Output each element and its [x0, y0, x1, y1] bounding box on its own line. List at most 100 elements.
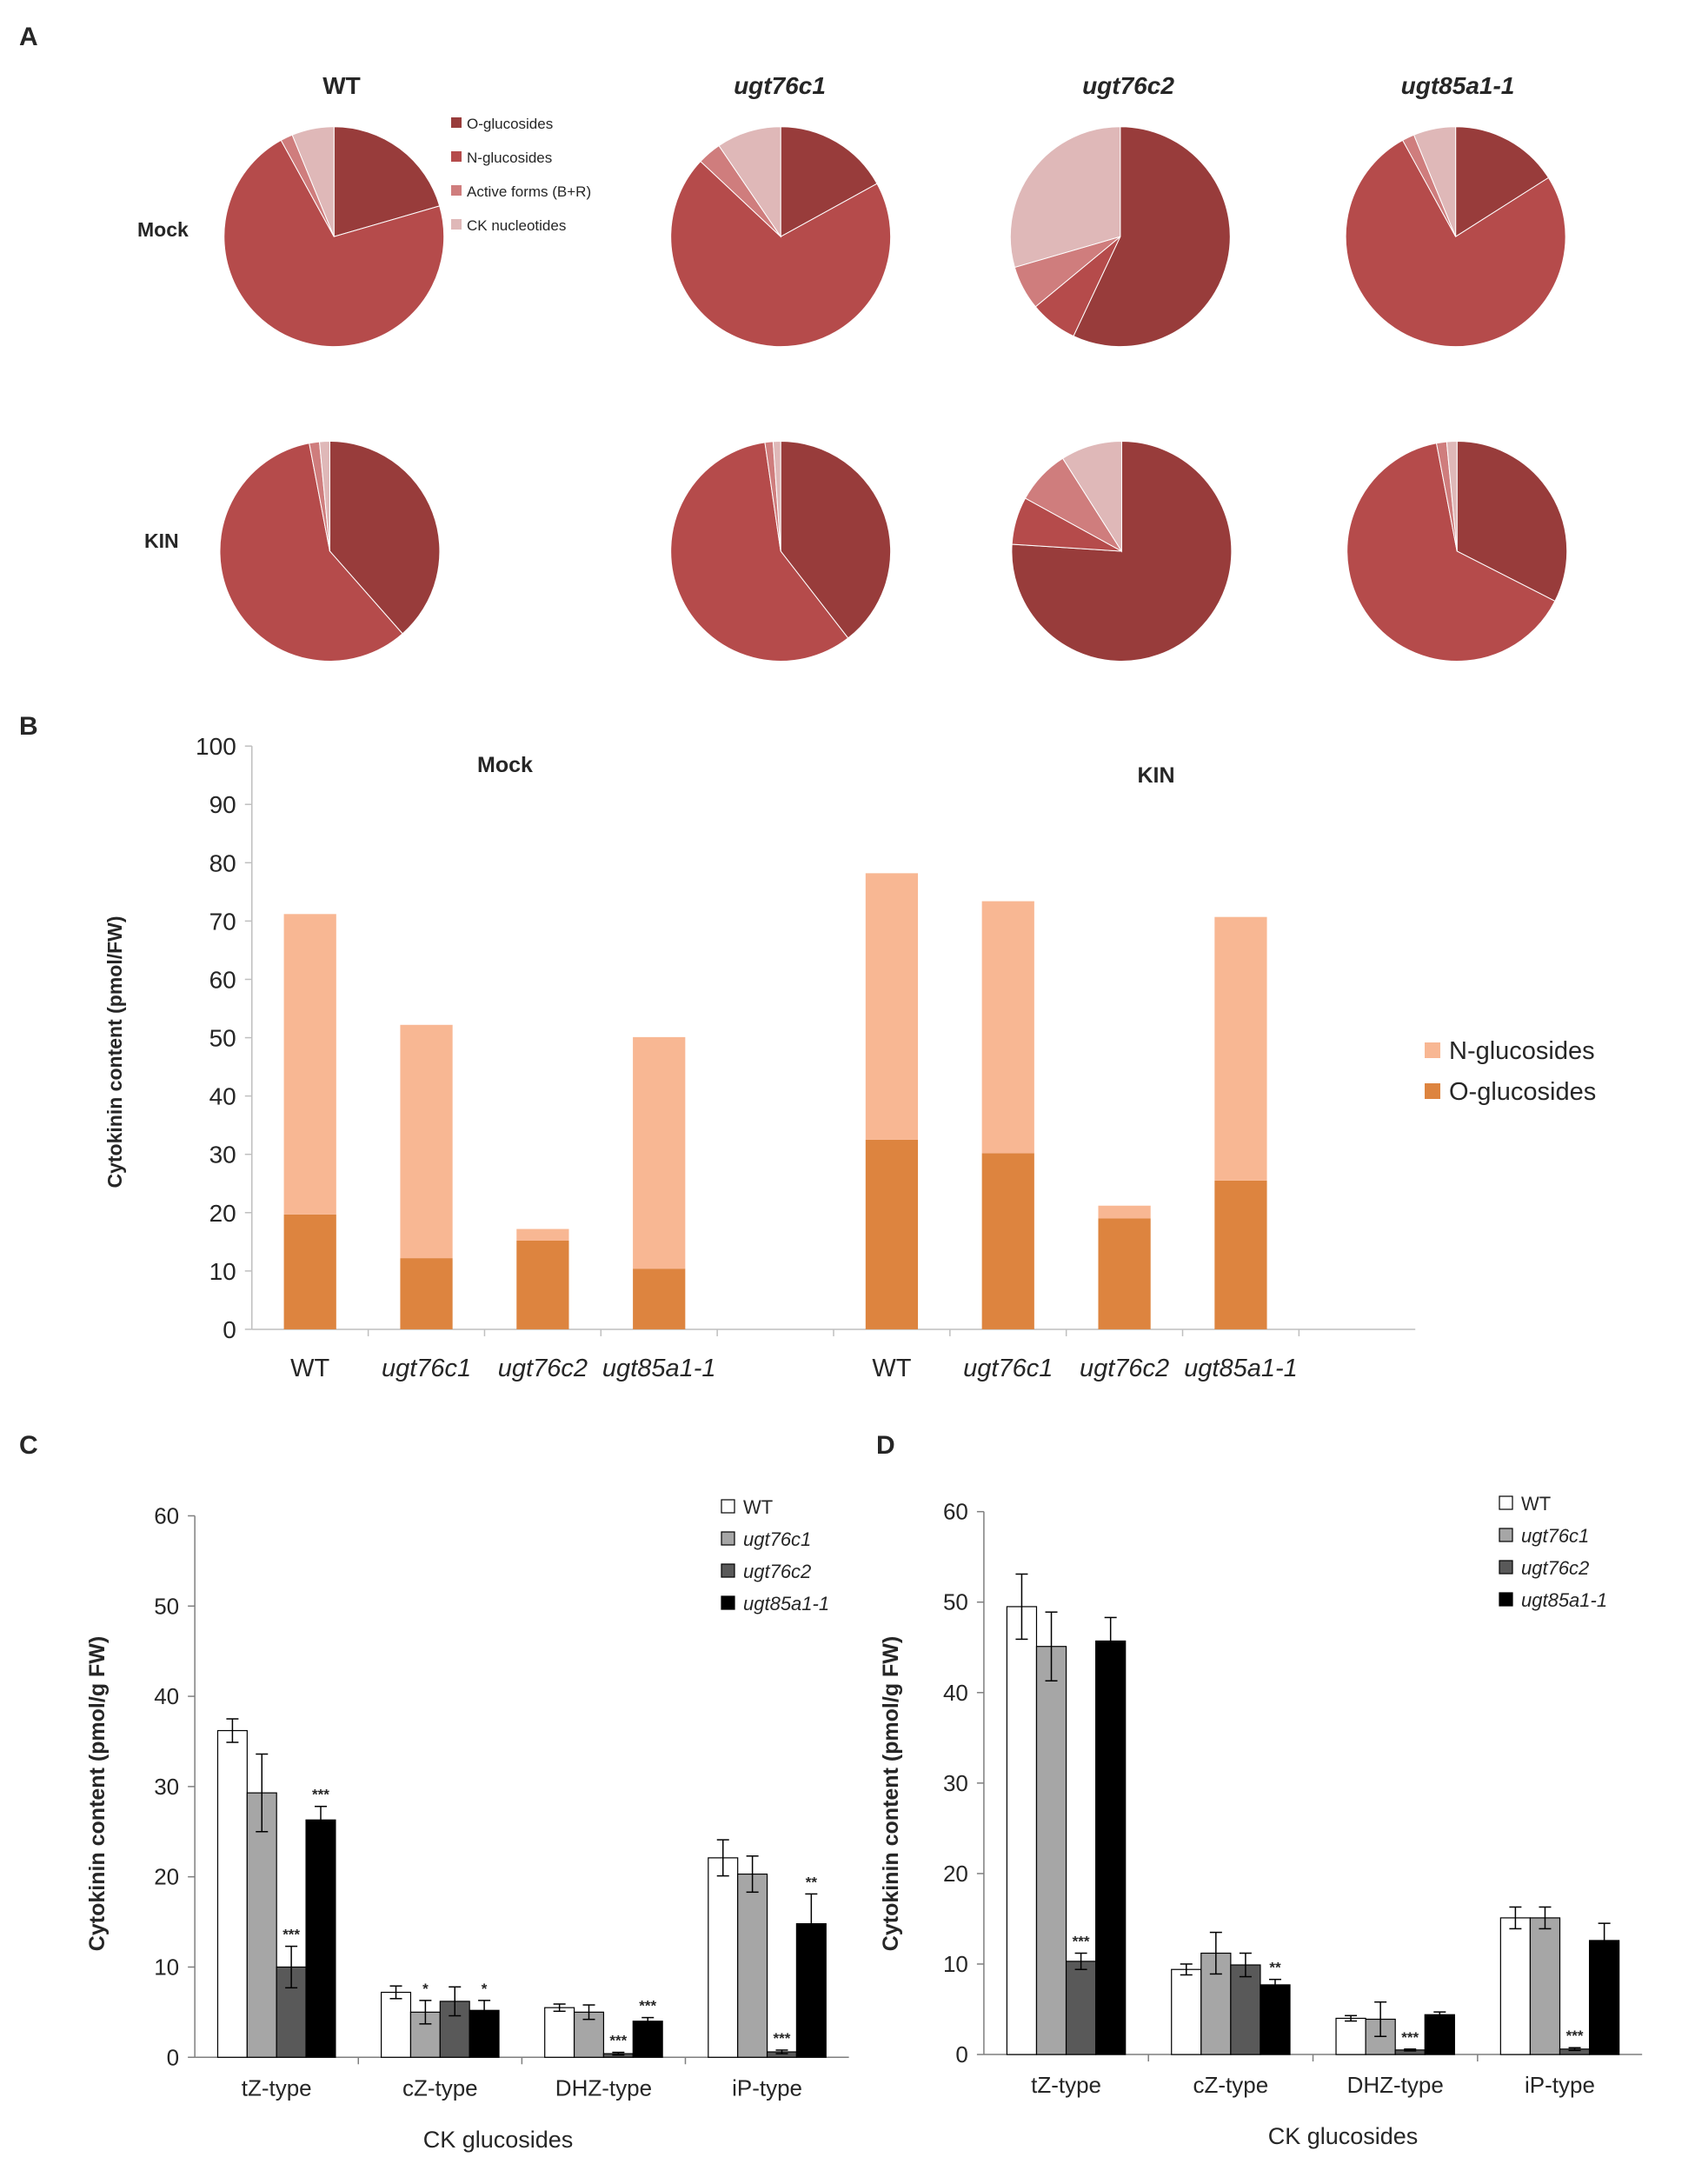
- d-significance-marker: ***: [1566, 2028, 1584, 2044]
- b-x-tick-label: ugt76c2: [498, 1355, 588, 1382]
- c-legend-swatch: [721, 1531, 735, 1546]
- c-error-bar: [389, 1985, 402, 2000]
- c-bar-ugt76c1: [737, 1873, 768, 2058]
- pie-slice: [1446, 441, 1458, 552]
- d-legend-label: WT: [1521, 1493, 1551, 1515]
- pie-kin-WT: [219, 441, 441, 662]
- b-y-tick-label: 80: [209, 849, 236, 876]
- c-y-tick-label: 50: [154, 1593, 179, 1619]
- c-bar-WT: [708, 1857, 739, 2058]
- b-legend: N-glucosides O-glucosides: [1425, 1037, 1596, 1106]
- c-error-bar: [641, 2016, 655, 2026]
- c-legend-swatch: [721, 1563, 735, 1578]
- pie-slice: [670, 160, 892, 348]
- b-y-tick-label: 0: [223, 1316, 236, 1343]
- d-error-bar: [1539, 1906, 1552, 1930]
- pie-column-title: ugt76c1: [734, 72, 826, 99]
- c-x-tick-label: DHZ-type: [555, 2074, 652, 2101]
- d-y-tick-label: 60: [943, 1499, 968, 1525]
- d-legend-label: ugt76c2: [1521, 1557, 1589, 1579]
- c-significance-marker: ***: [639, 1998, 656, 2014]
- d-error-bar: [1568, 2047, 1581, 2052]
- b-x-tick-label: ugt76c1: [963, 1355, 1053, 1382]
- d-bar-ugt76c2: [1230, 1964, 1261, 2055]
- d-error-bar: [1509, 1906, 1522, 1930]
- c-error-bar: [285, 1945, 298, 1989]
- d-error-bar: [1345, 2014, 1358, 2022]
- b-y-tick-label: 70: [209, 908, 236, 935]
- b-plot: 0 10 20 30 40 50 60 70 80 90 100 WT ugt76c1 ugt76c2 ug…: [196, 733, 1416, 1382]
- c-significance-marker: ***: [282, 1927, 300, 1943]
- d-x-tick-label: cZ-type: [1193, 2072, 1269, 2098]
- c-significance-marker: ***: [774, 2030, 791, 2047]
- panel-c: Cytokinin content (pmol/g FW) CK glucosi…: [85, 1496, 849, 2153]
- c-y-tick-label: 40: [154, 1683, 179, 1709]
- c-significance-marker: *: [422, 1981, 429, 1997]
- c-significance-marker: *: [482, 1981, 488, 1997]
- b-y-tick-label: 100: [196, 733, 236, 760]
- c-error-bar: [314, 1805, 327, 1834]
- d-error-bar: [1239, 1952, 1252, 1978]
- c-y-tick-label: 0: [167, 2044, 179, 2070]
- pie-mock-ugt76c1: [670, 126, 892, 348]
- b-bar-n-glucosides: [516, 1228, 569, 1241]
- d-bar-WT: [1335, 2017, 1366, 2055]
- d-bar-ugt76c2: [1065, 1961, 1097, 2055]
- c-y-axis-label: Cytokinin content (pmol/g FW): [85, 1636, 110, 1951]
- d-legend-swatch: [1499, 1528, 1513, 1542]
- pie-kin-ugt85a1-1: [1346, 441, 1568, 662]
- c-error-bar: [716, 1839, 729, 1877]
- c-y-tick-label: 30: [154, 1774, 179, 1800]
- b-y-tick-label: 90: [209, 791, 236, 818]
- c-legend-label: WT: [743, 1496, 773, 1518]
- pie-column-title: ugt76c2: [1082, 72, 1174, 99]
- panel-letter-b: B: [19, 712, 38, 741]
- c-legend-label: ugt76c1: [743, 1528, 811, 1550]
- c-significance-marker: ***: [312, 1787, 329, 1803]
- b-bar-n-glucosides: [865, 873, 919, 1140]
- d-y-tick-label: 20: [943, 1861, 968, 1887]
- c-x-axis-label: CK glucosides: [423, 2127, 574, 2153]
- pie-legend: O-glucosides N-glucosides Active forms (…: [451, 116, 591, 234]
- d-significance-marker: ***: [1401, 2029, 1419, 2046]
- pie-slice: [333, 126, 441, 237]
- pie-slice: [1009, 126, 1121, 269]
- pie-charts: [219, 126, 1568, 662]
- d-bar-ugt85a1-1: [1260, 1984, 1291, 2055]
- c-bar-ugt85a1-1: [632, 2021, 663, 2058]
- b-y-axis-label: Cytokinin content (pmol/FW): [103, 916, 126, 1188]
- b-y-tick-label: 50: [209, 1025, 236, 1052]
- d-x-axis-label: CK glucosides: [1268, 2123, 1419, 2149]
- d-bar-WT: [1499, 1917, 1532, 2055]
- pie-slice: [1345, 139, 1566, 348]
- d-error-bar: [1074, 1952, 1087, 1970]
- c-bar-WT: [380, 1991, 412, 2058]
- pie-kin-ugt76c1: [670, 441, 892, 662]
- pie-slice: [1061, 441, 1122, 553]
- d-error-bar: [1015, 1573, 1028, 1641]
- c-y-tick-label: 60: [154, 1502, 179, 1528]
- pie-slice: [1346, 443, 1556, 662]
- pie-slice: [219, 443, 403, 662]
- d-x-tick-label: tZ-type: [1031, 2072, 1101, 2098]
- d-plot: 0 10 20 30 40 50 60 tZ-type cZ-type DHZ-type iP-ty…: [943, 1499, 1643, 2098]
- b-x-tick-label: ugt76c1: [382, 1355, 471, 1382]
- pie-slice: [329, 441, 441, 635]
- d-legend-swatch: [1499, 1495, 1513, 1510]
- pie-column-title: ugt85a1-1: [1401, 72, 1515, 99]
- d-legend-label: ugt85a1-1: [1521, 1589, 1607, 1611]
- panel-letter-a: A: [19, 23, 38, 51]
- pie-slice: [1011, 441, 1233, 662]
- d-bar-ugt76c1: [1529, 1917, 1561, 2055]
- c-plot: 0 10 20 30 40 50 60 tZ-type cZ-type DHZ-type iP-ty…: [154, 1502, 849, 2101]
- pie-mock-ugt85a1-1: [1345, 126, 1566, 348]
- b-x-tick-label: ugt85a1-1: [1184, 1355, 1298, 1382]
- pie-legend-label: CK nucleotides: [467, 217, 566, 234]
- d-bar-ugt76c1: [1035, 1646, 1067, 2055]
- b-bar-o-glucosides: [400, 1258, 453, 1329]
- d-bar-WT: [1006, 1606, 1038, 2055]
- pie-legend-label: Active forms (B+R): [467, 183, 591, 200]
- b-group-label: KIN: [1137, 763, 1174, 788]
- d-significance-marker: **: [1269, 1960, 1281, 1976]
